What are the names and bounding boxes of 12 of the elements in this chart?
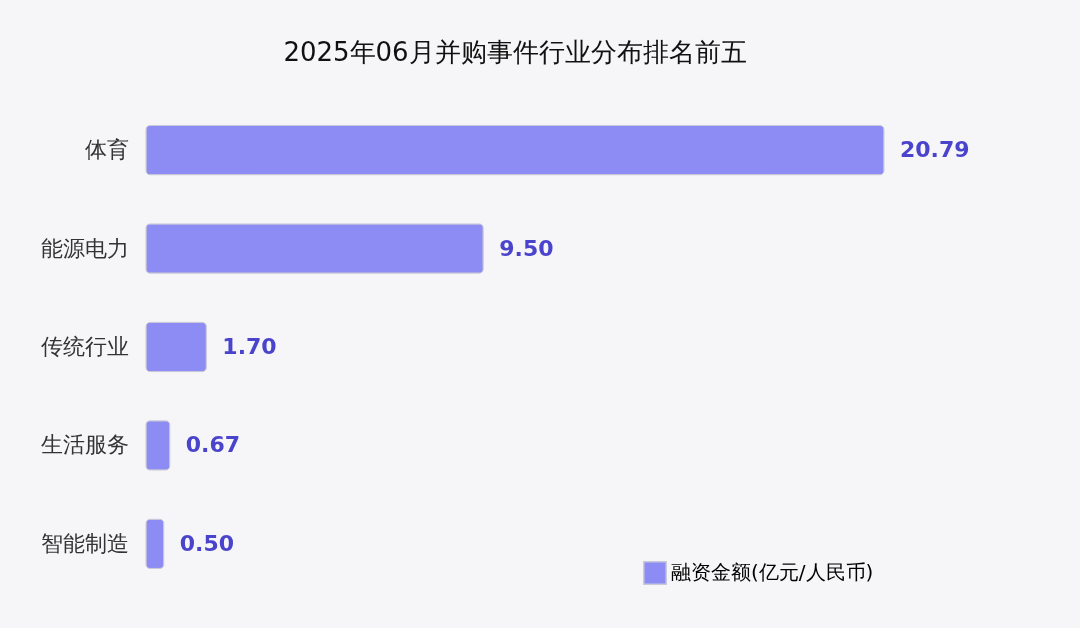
chart-title: 2025年06月并购事件行业分布排名前五: [283, 37, 747, 67]
legend-label: 融资金额(亿元/人民币): [671, 560, 874, 584]
y-tick-label: 体育: [84, 137, 129, 163]
y-tick-label: 智能制造: [40, 530, 129, 556]
data-label: 1.70: [222, 334, 277, 359]
y-tick-label: 传统行业: [40, 334, 129, 359]
data-label: 0.67: [185, 432, 241, 458]
data-label: 0.50: [179, 530, 235, 556]
y-tick-label: 能源电力: [40, 235, 129, 261]
data-label: 20.79: [900, 137, 970, 163]
y-tick-label: 生活服务: [40, 432, 129, 458]
data-label: 9.50: [499, 235, 554, 261]
